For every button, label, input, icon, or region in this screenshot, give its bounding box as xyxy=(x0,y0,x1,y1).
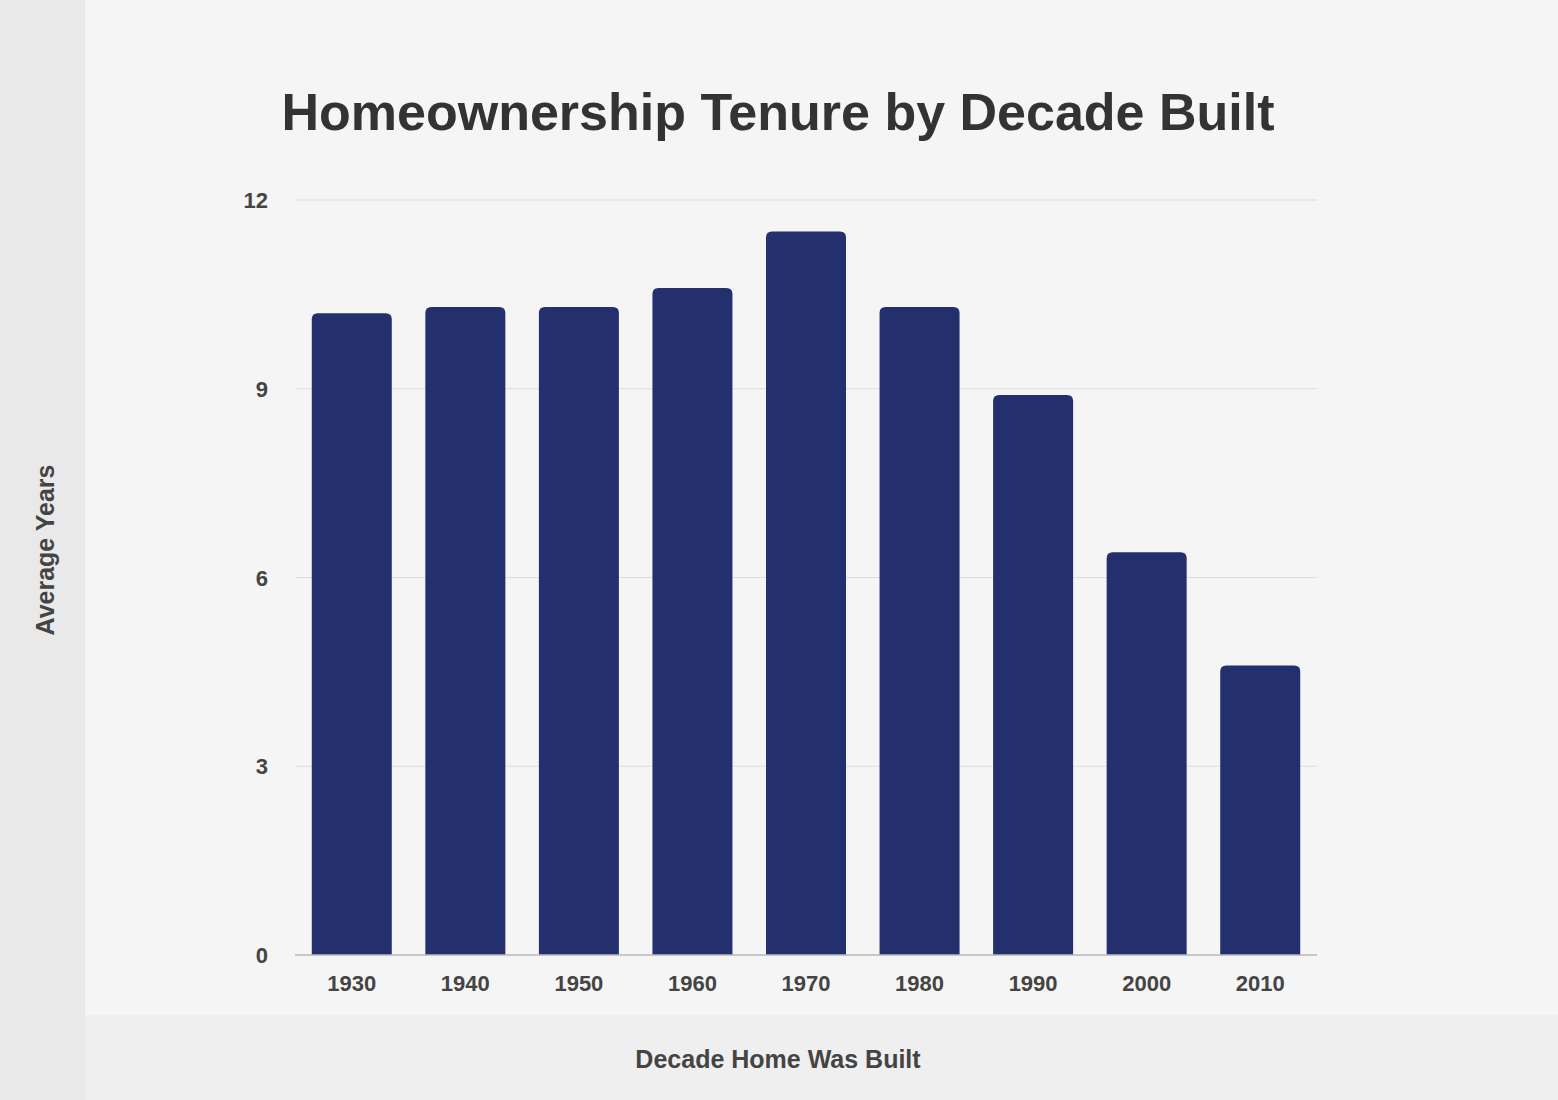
y-axis-label: Average Years xyxy=(31,465,59,636)
x-tick-label: 1990 xyxy=(1009,971,1058,996)
bar xyxy=(993,395,1073,955)
y-tick-label: 6 xyxy=(256,566,268,591)
x-tick-label: 1960 xyxy=(668,971,717,996)
background xyxy=(0,0,1558,1100)
bars xyxy=(312,231,1300,955)
x-tick-label: 1980 xyxy=(895,971,944,996)
bar xyxy=(1107,552,1187,955)
bar xyxy=(766,231,846,955)
grid-line xyxy=(295,200,1317,201)
grid-line xyxy=(295,955,1317,956)
x-tick-label: 1970 xyxy=(782,971,831,996)
bar xyxy=(1220,666,1300,955)
side-strip xyxy=(0,0,85,1100)
y-tick-label: 3 xyxy=(256,754,268,779)
bar xyxy=(425,307,505,955)
chart: Homeownership Tenure by Decade Built 0 3 6 9… xyxy=(0,0,1558,1100)
bar xyxy=(539,307,619,955)
y-tick-label: 9 xyxy=(256,377,268,402)
title: Homeownership Tenure by Decade Built xyxy=(281,83,1274,141)
x-tick-label: 2010 xyxy=(1236,971,1285,996)
bar xyxy=(652,288,732,955)
x-tick-label: 2000 xyxy=(1122,971,1171,996)
bottom-strip xyxy=(85,1015,1558,1100)
x-tick-label: 1950 xyxy=(554,971,603,996)
bar xyxy=(880,307,960,955)
y-tick-label: 12 xyxy=(244,188,268,213)
x-tick-label: 1930 xyxy=(327,971,376,996)
x-axis-label: Decade Home Was Built xyxy=(635,1045,921,1073)
bar xyxy=(312,313,392,955)
x-tick-label: 1940 xyxy=(441,971,490,996)
y-tick-label: 0 xyxy=(256,943,268,968)
x-axis-line xyxy=(295,954,1317,956)
